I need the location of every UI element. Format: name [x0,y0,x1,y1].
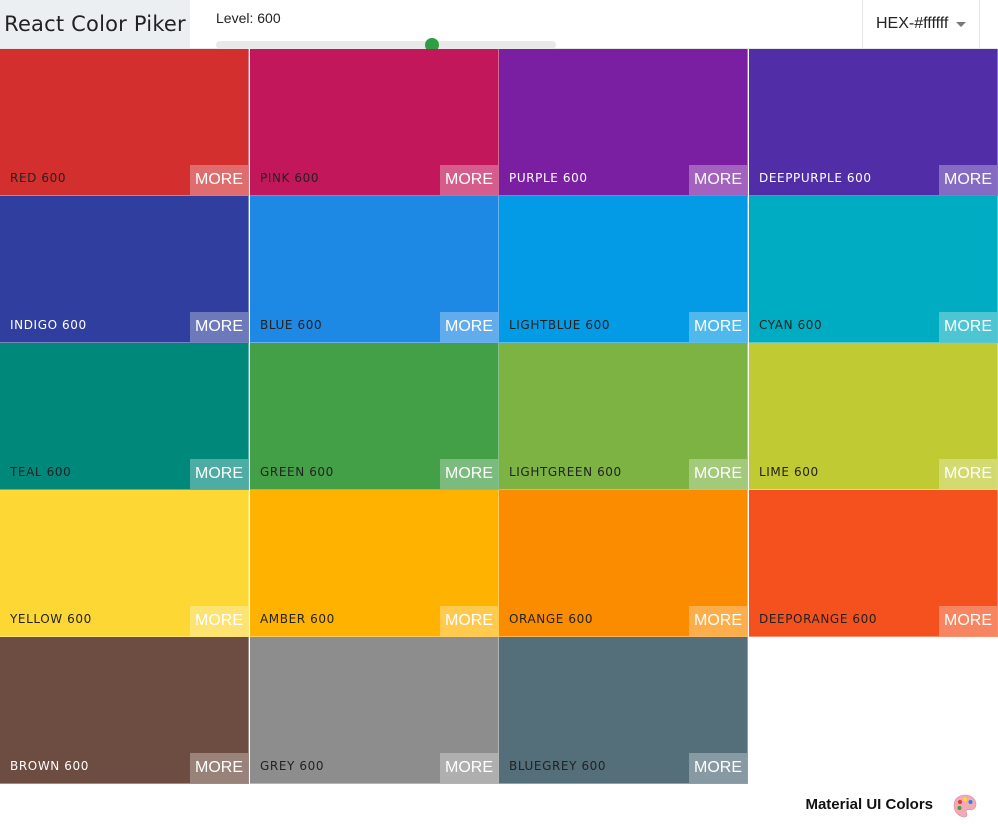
navbar: React Color Piker Level: 600 HEX-#ffffff [0,0,998,52]
color-box-name: DEEPORANGE 600 [759,612,878,626]
palette-footer-title: Material UI Colors [805,796,933,813]
color-box-name: YELLOW 600 [10,612,92,626]
color-box[interactable]: PINK 600 MORE [250,49,499,196]
color-box-name: GREEN 600 [260,465,334,479]
color-box[interactable]: INDIGO 600 MORE [0,196,249,343]
more-button[interactable]: MORE [440,459,498,489]
color-box[interactable]: DEEPORANGE 600 MORE [749,490,998,637]
color-box-name: BLUEGREY 600 [509,759,607,773]
level-control: Level: 600 [216,8,556,52]
color-box[interactable]: TEAL 600 MORE [0,343,249,490]
more-button[interactable]: MORE [440,312,498,342]
more-button[interactable]: MORE [440,753,498,783]
color-box-name: INDIGO 600 [10,318,87,332]
color-box-name: LIGHTGREEN 600 [509,465,622,479]
color-palette: RED 600 MORE PINK 600 MORE PURPLE 600 MORE DEE… [0,49,998,784]
color-box[interactable]: LIME 600 MORE [749,343,998,490]
color-box[interactable]: AMBER 600 MORE [250,490,499,637]
more-button[interactable]: MORE [190,459,248,489]
color-box-name: GREY 600 [260,759,325,773]
more-button[interactable]: MORE [440,606,498,636]
color-format-select[interactable]: HEX-#ffffff [862,0,980,48]
color-box[interactable]: RED 600 MORE [0,49,249,196]
color-box-name: LIGHTBLUE 600 [509,318,611,332]
color-box[interactable]: BROWN 600 MORE [0,637,249,784]
palette-footer: Material UI Colors [0,784,998,824]
more-button[interactable]: MORE [939,312,997,342]
level-slider-handle[interactable] [424,38,439,52]
more-button[interactable]: MORE [190,312,248,342]
more-button[interactable]: MORE [939,165,997,195]
color-box[interactable]: GREY 600 MORE [250,637,499,784]
more-button[interactable]: MORE [190,753,248,783]
app-logo[interactable]: React Color Piker [0,0,190,48]
more-button[interactable]: MORE [689,312,747,342]
more-button[interactable]: MORE [939,459,997,489]
color-box-name: BLUE 600 [260,318,323,332]
color-box-name: BROWN 600 [10,759,89,773]
color-box[interactable]: PURPLE 600 MORE [499,49,748,196]
color-box-name: RED 600 [10,171,67,185]
color-box-name: DEEPPURPLE 600 [759,171,872,185]
color-box[interactable]: CYAN 600 MORE [749,196,998,343]
color-box[interactable]: BLUE 600 MORE [250,196,499,343]
more-button[interactable]: MORE [689,165,747,195]
color-box-name: TEAL 600 [10,465,72,479]
color-box[interactable]: YELLOW 600 MORE [0,490,249,637]
color-box-name: LIME 600 [759,465,819,479]
level-label: Level: 600 [216,10,281,26]
color-box-name: ORANGE 600 [509,612,594,626]
color-box-name: PINK 600 [260,171,320,185]
palette-icon [953,794,977,818]
color-box[interactable]: GREEN 600 MORE [250,343,499,490]
more-button[interactable]: MORE [689,606,747,636]
more-button[interactable]: MORE [689,753,747,783]
more-button[interactable]: MORE [190,606,248,636]
more-button[interactable]: MORE [190,165,248,195]
color-format-value: HEX-#ffffff [876,15,949,32]
more-button[interactable]: MORE [939,606,997,636]
color-box[interactable]: DEEPPURPLE 600 MORE [749,49,998,196]
color-box[interactable]: LIGHTGREEN 600 MORE [499,343,748,490]
color-box[interactable]: LIGHTBLUE 600 MORE [499,196,748,343]
color-box-name: AMBER 600 [260,612,335,626]
dropdown-caret-icon [956,22,966,27]
color-box-name: PURPLE 600 [509,171,588,185]
color-box[interactable]: BLUEGREY 600 MORE [499,637,748,784]
color-box-name: CYAN 600 [759,318,823,332]
color-box[interactable]: ORANGE 600 MORE [499,490,748,637]
more-button[interactable]: MORE [440,165,498,195]
level-slider-rail[interactable] [216,41,556,49]
more-button[interactable]: MORE [689,459,747,489]
